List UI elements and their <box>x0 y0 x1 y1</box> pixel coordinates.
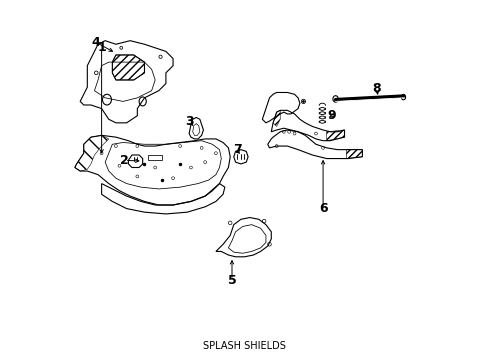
Text: 8: 8 <box>371 82 380 95</box>
Text: 2: 2 <box>120 154 129 167</box>
Text: 1: 1 <box>97 41 106 54</box>
Text: SPLASH SHIELDS: SPLASH SHIELDS <box>203 342 285 351</box>
Text: 4: 4 <box>92 36 101 49</box>
Text: 9: 9 <box>327 109 336 122</box>
Text: 5: 5 <box>227 274 236 287</box>
Text: 3: 3 <box>184 114 193 127</box>
Text: 6: 6 <box>318 202 327 215</box>
Text: 7: 7 <box>232 143 241 156</box>
